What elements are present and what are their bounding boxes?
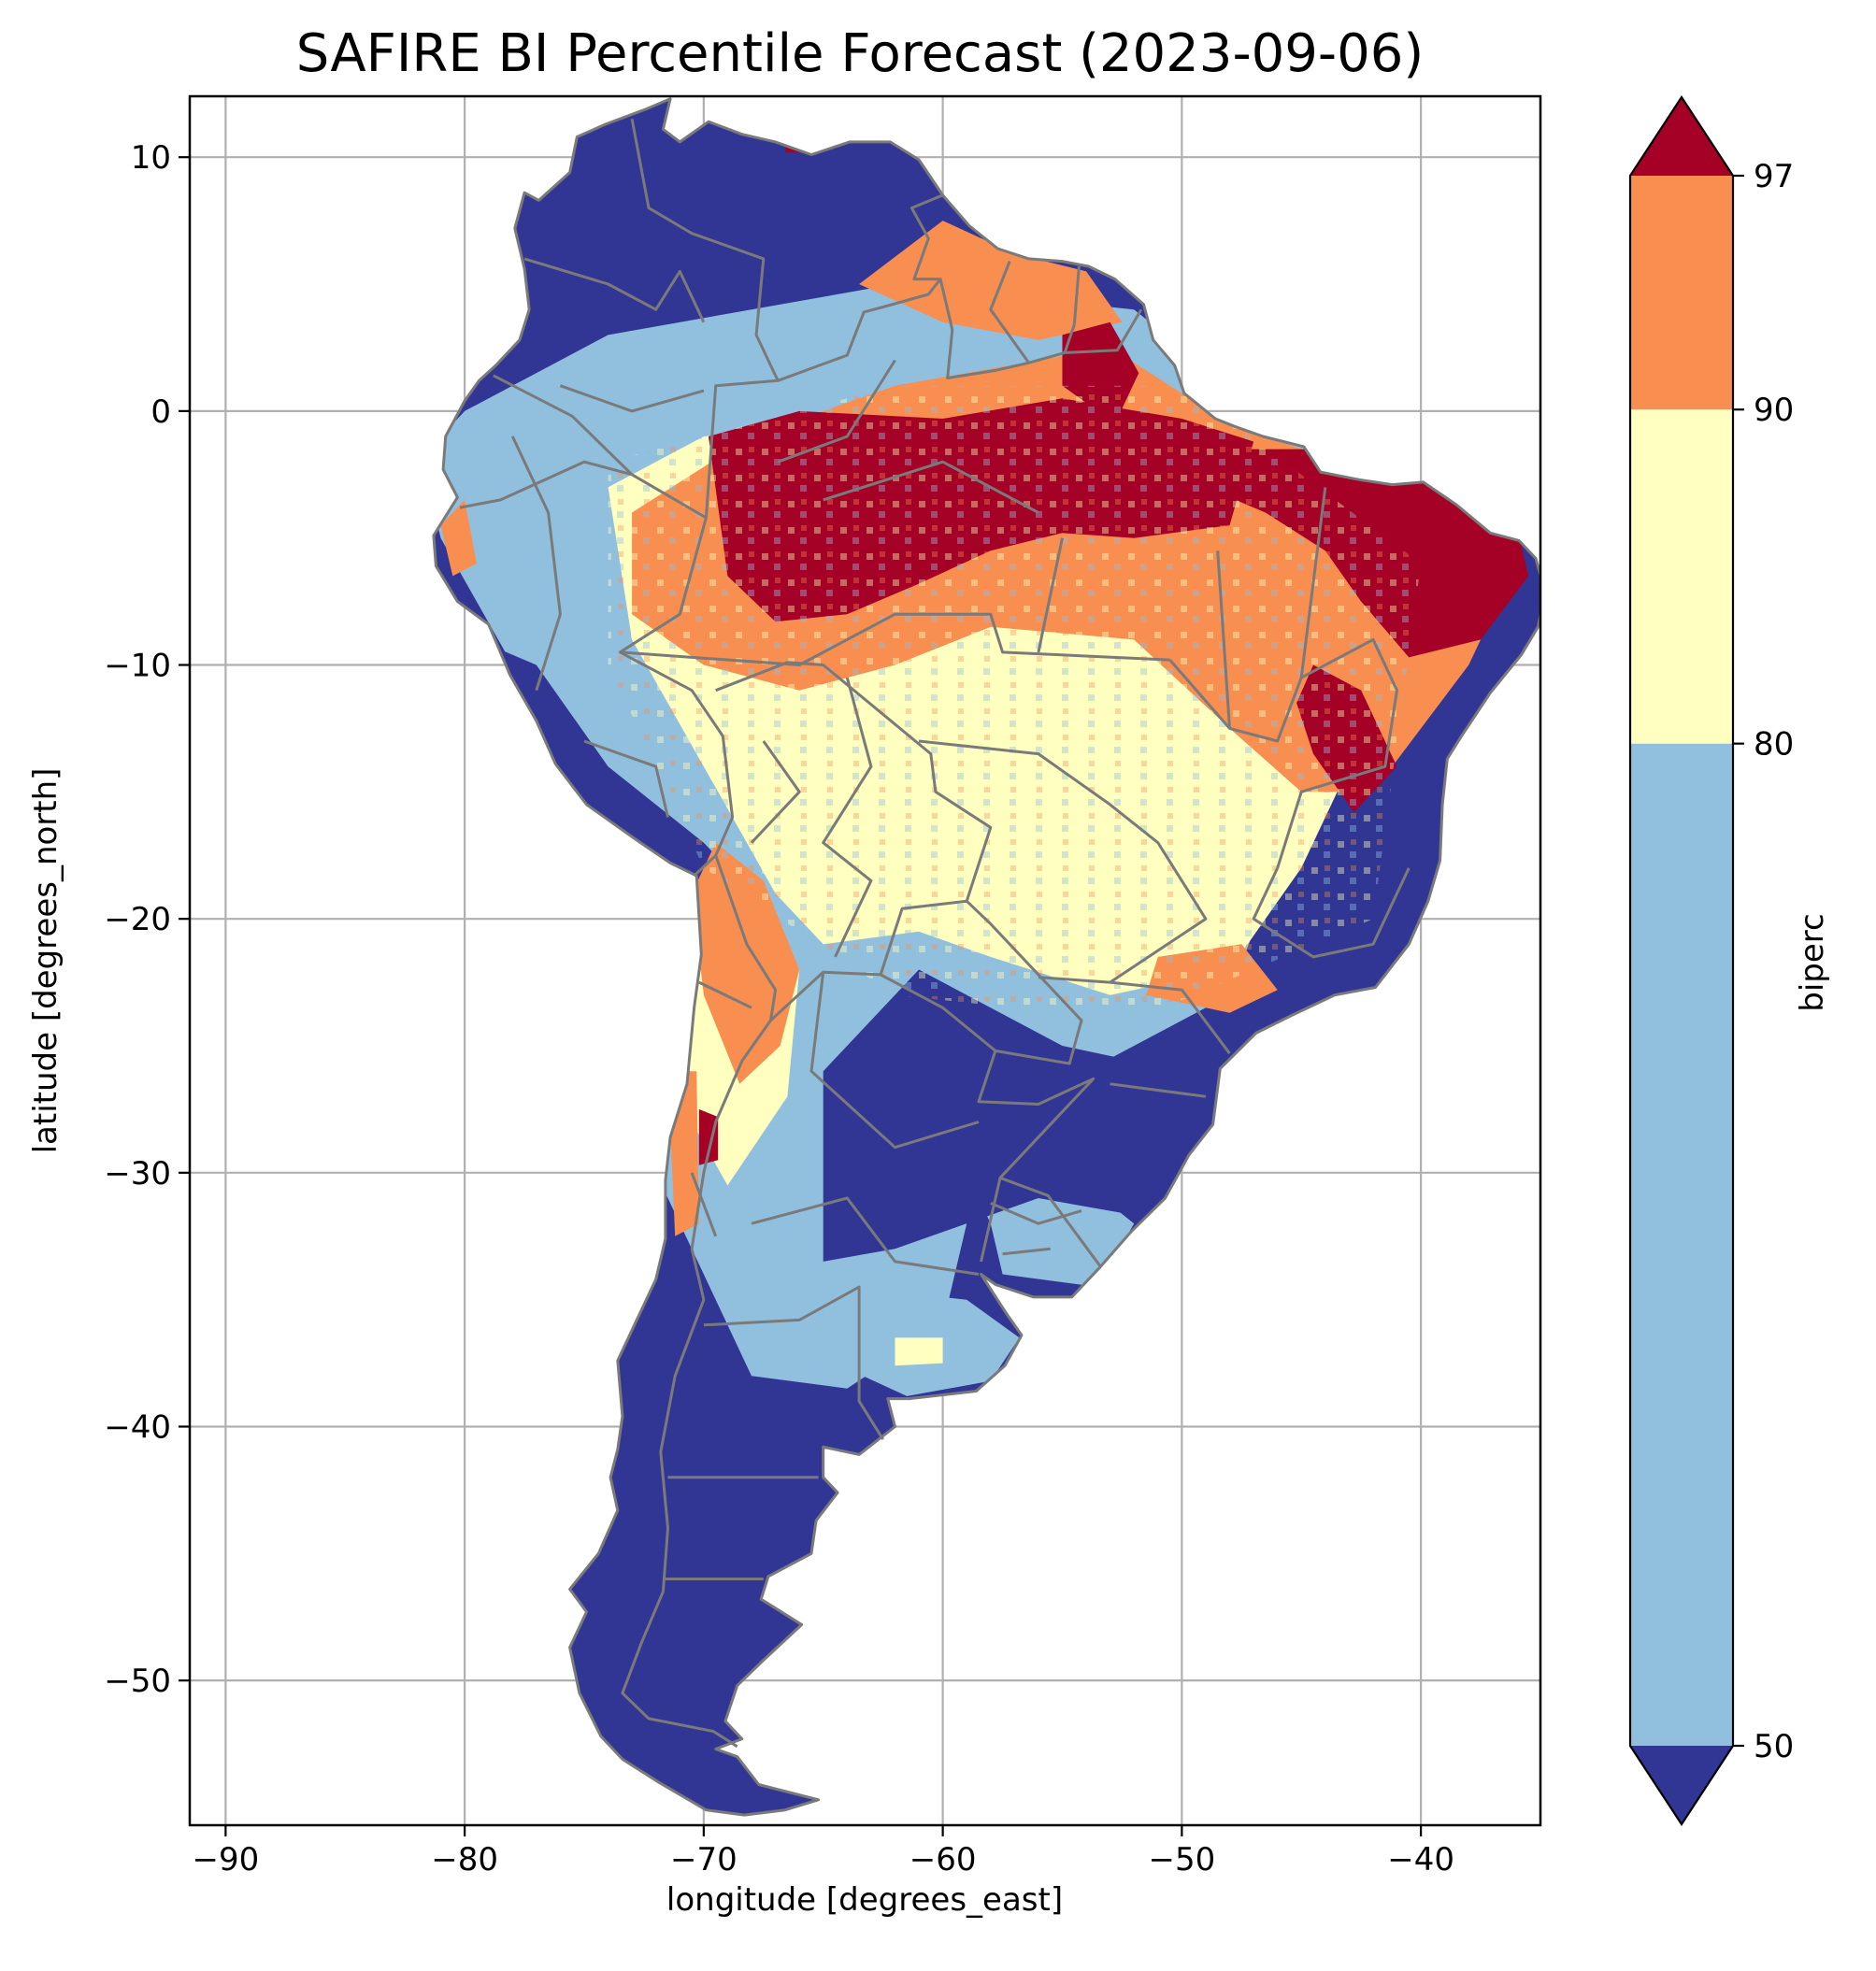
colorbar-tick-label-0: 50: [1754, 1728, 1794, 1765]
border-line-20: [1110, 1082, 1207, 1098]
border-line-14: [1168, 637, 1398, 869]
border-line-13: [918, 739, 1208, 984]
border-line-17: [1216, 550, 1231, 729]
border-line-9: [989, 261, 1030, 364]
colorbar-extend-min: [1630, 1746, 1733, 1824]
border-line-7: [999, 1176, 1102, 1268]
x-tick-label-5: −40: [1387, 1841, 1454, 1878]
y-axis: 10 0 −10 −20 −30 −40 −50: [104, 139, 190, 1700]
chart-title: SAFIRE BI Percentile Forecast (2023-09-0…: [296, 23, 1424, 84]
x-tick-label-4: −50: [1148, 1841, 1215, 1878]
pixel-noise-texture: [608, 385, 1422, 1021]
border-line-8: [909, 193, 1143, 379]
y-tick-label-2: −10: [104, 648, 171, 685]
border-line-28: [510, 436, 562, 692]
border-line-23: [703, 1285, 884, 1440]
colorbar-label: biperc: [1794, 913, 1831, 1011]
y-axis-label: latitude [degrees_north]: [27, 768, 64, 1154]
border-line-27: [559, 384, 705, 413]
border-line-2: [618, 517, 735, 878]
colorbar-segment-0: [1630, 743, 1733, 1746]
y-tick-label-1: 0: [150, 393, 171, 431]
border-line-10: [1063, 265, 1081, 353]
colorbar-tick-label-1: 80: [1754, 726, 1794, 764]
border-line-35: [1002, 1247, 1051, 1256]
colorbar-extend-max: [1630, 97, 1733, 176]
border-line-12: [620, 612, 1170, 666]
colorbar: 50 80 90 97: [1628, 94, 1794, 1827]
colorbar-segment-1: [1630, 409, 1733, 744]
y-tick-label-0: 10: [131, 139, 171, 177]
border-line-36: [823, 460, 1039, 514]
colorbar-segment-2: [1630, 176, 1733, 410]
plot-frame: [188, 94, 1542, 1827]
border-line-37: [777, 359, 896, 464]
border-line-5: [880, 900, 1083, 1065]
border-line-21: [809, 972, 980, 1150]
border-line-33: [690, 1172, 718, 1237]
border-line-15: [1252, 867, 1411, 959]
border-line-26: [523, 257, 706, 323]
x-tick-label-1: −80: [431, 1841, 498, 1878]
border-line-29: [583, 739, 669, 818]
border-line-22: [751, 1196, 980, 1276]
coastline: [432, 97, 1540, 1817]
country-borders: [432, 97, 1540, 1817]
x-tick-label-2: −70: [670, 1841, 738, 1878]
category-90-97-piura: [440, 499, 477, 577]
colorbar-tick-label-2: 90: [1754, 392, 1794, 429]
category-below-50-patagonia: [465, 1350, 871, 1816]
plot-area: [190, 96, 1540, 1825]
border-line-3: [621, 854, 778, 1749]
category-above-97-atacama: [698, 1108, 719, 1165]
x-tick-label-3: −60: [909, 1841, 977, 1878]
y-tick-label-5: −40: [104, 1408, 171, 1446]
border-line-19: [1038, 976, 1231, 1055]
x-axis: −90 −80 −70 −60 −50 −40: [192, 1825, 1454, 1878]
category-90-97-altiplano: [692, 842, 800, 1084]
y-tick-label-6: −50: [104, 1663, 171, 1700]
border-line-16: [1037, 537, 1064, 653]
x-axis-label: longitude [degrees_east]: [666, 1881, 1063, 1919]
category-80-90-pampas: [895, 1337, 943, 1366]
border-line-18: [1299, 487, 1327, 678]
border-line-32: [698, 980, 752, 1009]
border-line-31: [750, 740, 801, 844]
border-line-6: [977, 1050, 1096, 1263]
colorbar-tick-label-3: 97: [1754, 158, 1794, 195]
y-tick-label-3: −20: [104, 901, 171, 938]
border-line-11: [777, 278, 942, 382]
land-heatmap: [433, 98, 1540, 1816]
border-line-1: [459, 460, 633, 509]
border-line-30: [822, 677, 873, 958]
x-tick-label-0: −90: [192, 1841, 259, 1878]
border-line-34: [990, 1202, 1082, 1225]
y-tick-label-4: −30: [104, 1155, 171, 1193]
border-line-4: [715, 661, 993, 1021]
